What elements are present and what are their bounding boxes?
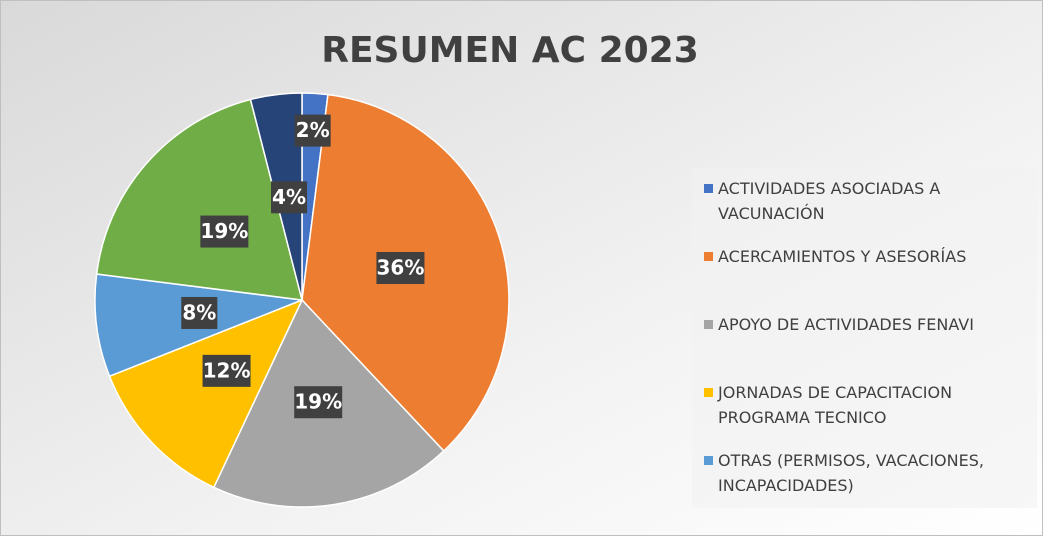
legend-label: APOYO DE ACTIVIDADES FENAVI xyxy=(718,315,974,334)
legend-entry: OTRAS (PERMISOS, VACACIONES, INCAPACIDAD… xyxy=(704,448,1043,498)
legend-entry: ACERCAMIENTOS Y ASESORÍAS xyxy=(704,244,1043,269)
legend-entry: ACTIVIDADES ASOCIADAS A VACUNACIÓN xyxy=(704,176,1043,226)
legend-entry: APOYO DE ACTIVIDADES FENAVI xyxy=(704,312,1043,337)
data-label: 36% xyxy=(376,256,424,280)
pie-slice xyxy=(95,98,304,301)
pie-slice xyxy=(108,298,304,489)
legend-label: ACERCAMIENTOS Y ASESORÍAS xyxy=(718,247,967,266)
legend: ACTIVIDADES ASOCIADAS A VACUNACIÓN ACERCA… xyxy=(692,168,1037,508)
data-label-box xyxy=(271,181,308,214)
data-label: 2% xyxy=(296,118,330,142)
data-label-box xyxy=(202,354,251,387)
legend-swatch xyxy=(704,388,713,397)
legend-swatch xyxy=(704,456,713,465)
legend-label: OTRAS (PERMISOS, VACACIONES, INCAPACIDAD… xyxy=(718,451,984,495)
data-label-box xyxy=(200,215,249,248)
data-label: 8% xyxy=(182,300,216,324)
data-label-box xyxy=(294,114,331,147)
legend-label: ACTIVIDADES ASOCIADAS A VACUNACIÓN xyxy=(718,179,941,223)
data-label: 12% xyxy=(203,358,251,382)
legend-swatch xyxy=(704,252,713,261)
data-label-box xyxy=(294,386,343,419)
data-label-box xyxy=(376,252,425,285)
legend-swatch xyxy=(704,184,713,193)
data-label: 4% xyxy=(272,185,306,209)
chart-title: RESUMEN AC 2023 xyxy=(321,30,699,71)
legend-swatch xyxy=(704,320,713,329)
data-label: 19% xyxy=(294,390,342,414)
data-label-box xyxy=(181,296,218,329)
data-label: 19% xyxy=(200,219,248,243)
legend-entry: JORNADAS DE CAPACITACION PROGRAMA TECNIC… xyxy=(704,380,1043,430)
legend-label: JORNADAS DE CAPACITACION PROGRAMA TECNIC… xyxy=(718,383,953,427)
